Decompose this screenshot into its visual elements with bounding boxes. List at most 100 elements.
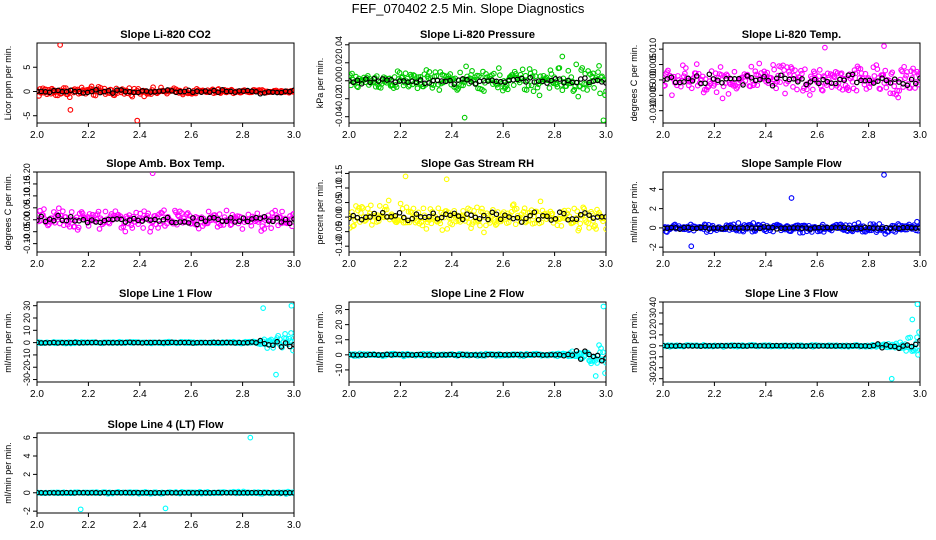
y-tick-label: -10: [648, 350, 658, 363]
x-tick-label: 3.0: [913, 259, 927, 270]
y-tick-label: -0.005: [648, 83, 658, 109]
reference-point: [253, 88, 259, 95]
data-point: [602, 92, 606, 99]
reference-point: [93, 86, 99, 93]
data-point: [914, 334, 920, 341]
reference-point: [447, 77, 453, 84]
reference-point: [714, 77, 721, 84]
reference-point: [493, 211, 500, 218]
point-layer: [349, 173, 606, 236]
reference-point: [668, 74, 675, 81]
data-point: [95, 208, 102, 215]
chart-panel: Slope Line 2 Flow 2.0 2.2 2.4 2.6 2.8 3.0 -10 0 1…: [315, 288, 613, 400]
reference-point: [379, 209, 386, 216]
y-tick-label: -2: [648, 243, 658, 251]
reference-point: [413, 211, 420, 217]
x-tick-label: 3.0: [287, 130, 301, 141]
x-tick-label: 2.0: [342, 130, 356, 141]
reference-point: [244, 218, 251, 225]
data-point: [79, 210, 86, 217]
data-point: [571, 86, 578, 93]
x-tick-label: 2.4: [759, 259, 773, 270]
y-axis-label: degrees C per min.: [629, 45, 639, 122]
x-tick-label: 2.0: [656, 389, 670, 400]
data-point: [530, 88, 537, 95]
data-point: [880, 72, 887, 78]
x-tick-label: 2.6: [184, 259, 198, 270]
data-point: [67, 107, 74, 113]
reference-point: [198, 215, 205, 222]
data-point: [681, 70, 688, 77]
data-point: [75, 224, 82, 231]
data-point: [595, 69, 601, 75]
reference-point: [685, 75, 692, 82]
y-tick-label: 2: [648, 206, 658, 211]
data-point: [483, 222, 489, 229]
y-tick-label: 10: [334, 335, 344, 345]
data-point: [291, 210, 294, 217]
x-tick-label: 2.6: [496, 389, 510, 400]
reference-point: [917, 225, 920, 231]
reference-point: [556, 76, 563, 82]
data-point: [429, 85, 436, 91]
data-point: [889, 69, 896, 76]
y-tick-label: 0.00: [22, 211, 32, 229]
data-point: [822, 44, 828, 51]
y-axis-label: ml/min per min.: [315, 311, 325, 373]
x-tick-label: 2.4: [445, 259, 459, 270]
reference-point: [274, 215, 280, 221]
data-point: [556, 65, 563, 71]
y-tick-label: -30: [648, 372, 658, 385]
y-tick-label: 0.15: [334, 165, 344, 183]
data-point: [853, 87, 860, 94]
data-point: [254, 210, 261, 217]
reference-point: [883, 77, 890, 84]
data-point: [593, 226, 599, 232]
data-point: [128, 222, 135, 229]
data-point: [504, 86, 511, 93]
data-point: [490, 206, 496, 213]
point-layer: [663, 43, 920, 102]
data-point: [110, 212, 117, 219]
reference-point: [350, 212, 357, 219]
plot-frame: [348, 171, 607, 253]
data-point: [145, 210, 151, 217]
x-tick-label: 2.4: [133, 130, 147, 141]
data-point: [149, 172, 156, 177]
x-tick-label: 3.0: [287, 389, 301, 400]
data-point: [577, 220, 584, 227]
data-point: [534, 84, 541, 91]
data-point: [819, 87, 826, 94]
data-point: [382, 203, 389, 210]
reference-point: [396, 209, 403, 216]
data-point: [260, 305, 267, 312]
data-point: [761, 68, 768, 75]
data-point: [888, 375, 895, 382]
data-point: [385, 197, 392, 204]
reference-point: [773, 75, 780, 82]
reference-point: [291, 341, 294, 348]
data-point: [747, 83, 754, 90]
x-tick-label: 3.0: [599, 389, 613, 400]
x-tick-label: 3.0: [287, 259, 301, 270]
data-point: [748, 63, 755, 70]
reference-point: [194, 221, 200, 228]
reference-point: [51, 217, 57, 224]
data-point: [477, 222, 483, 229]
reference-point: [371, 210, 378, 217]
page-title: FEF_070402 2.5 Min. Slope Diagnostics: [351, 1, 585, 16]
reference-point: [84, 219, 91, 226]
data-point: [179, 210, 185, 216]
reference-point: [202, 218, 209, 224]
data-point: [288, 330, 294, 336]
reference-point: [139, 218, 146, 224]
data-point: [603, 226, 606, 232]
reference-point: [757, 76, 763, 83]
reference-point: [354, 214, 361, 221]
point-layer: [663, 172, 920, 250]
data-point: [549, 210, 556, 217]
data-point: [890, 90, 897, 97]
data-point: [461, 114, 468, 121]
reference-point: [803, 81, 810, 88]
data-point: [756, 60, 763, 67]
